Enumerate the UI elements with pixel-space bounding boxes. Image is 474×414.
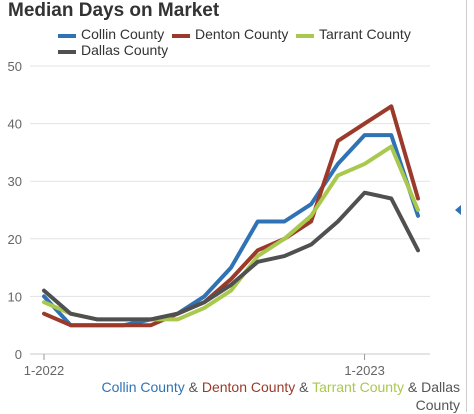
y-tick-label: 40 (8, 117, 22, 132)
legend-label-tarrant: Tarrant County (319, 26, 411, 42)
caption-part: & (295, 379, 313, 395)
legend-swatch-denton (172, 34, 190, 38)
y-tick-label: 0 (15, 347, 22, 362)
caption-part: Denton County (201, 379, 296, 395)
x-tick-label: 1-2023 (344, 363, 384, 378)
legend-label-dallas: Dallas County (81, 42, 169, 58)
y-tick-label: 20 (8, 232, 22, 247)
series-lines (42, 104, 420, 328)
y-tick-label: 10 (8, 289, 22, 304)
legend-swatch-dallas (58, 50, 76, 54)
legend-label-denton: Denton County (195, 26, 289, 42)
legend-swatch-tarrant (296, 34, 314, 38)
axes: 0 10 20 30 40 50 1-2022 1-2023 (8, 59, 430, 378)
grid (30, 65, 430, 297)
caption-part: Tarrant County (312, 379, 404, 395)
x-tick-label: 1-2022 (24, 363, 64, 378)
caption-part: & (184, 379, 202, 395)
series-line-denton-county (42, 104, 420, 328)
left-arrow-icon[interactable] (455, 205, 461, 215)
chart-caption: Collin County & Denton County & Tarrant … (98, 378, 460, 414)
caption-part: & (403, 379, 422, 395)
caption-part: Collin County (101, 379, 185, 395)
series-line-tarrant-county (42, 144, 420, 322)
legend-label-collin: Collin County (81, 26, 165, 42)
y-tick-label: 30 (8, 174, 22, 189)
legend-swatch-collin (58, 34, 76, 38)
chart-title: Median Days on Market (8, 0, 220, 21)
caption-part: Dallas County (415, 379, 460, 413)
panel-border (466, 0, 467, 412)
series-line-dallas-county (42, 190, 420, 322)
y-tick-label: 50 (8, 59, 22, 74)
